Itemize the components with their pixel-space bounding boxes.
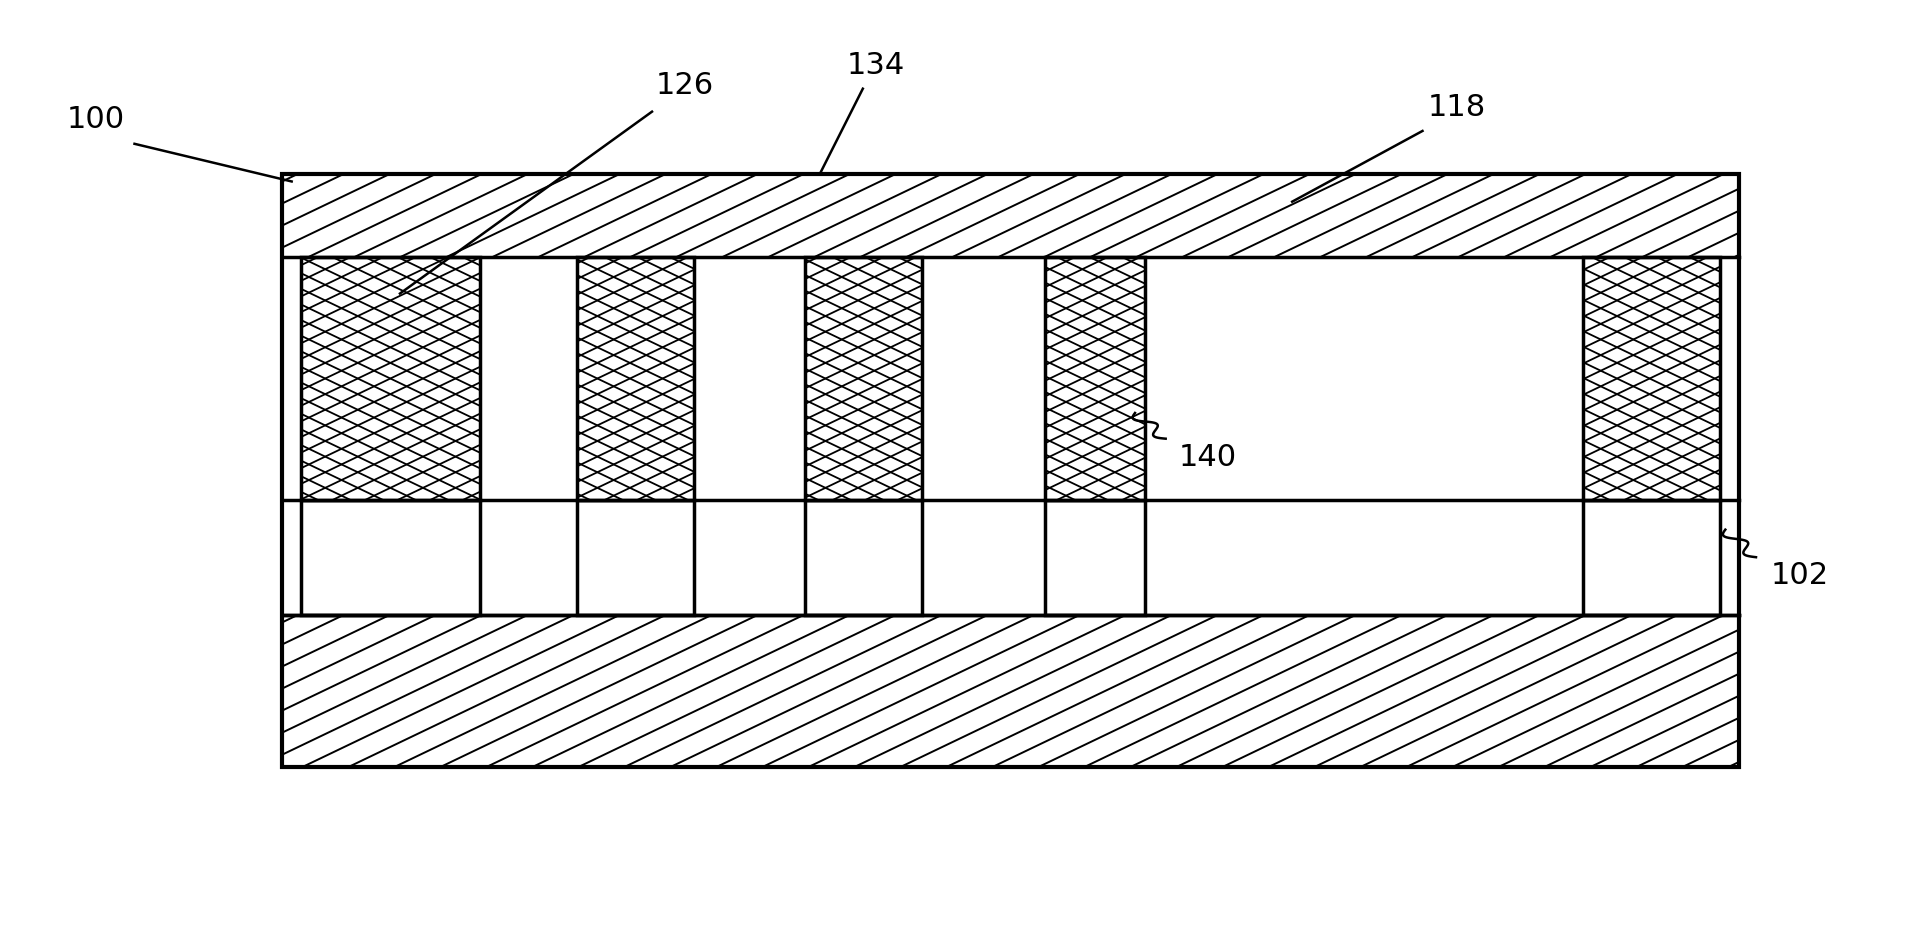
Bar	[283, 174, 1738, 767]
Text: 100: 100	[67, 105, 125, 133]
Bar	[1584, 257, 1719, 501]
Bar	[300, 257, 479, 501]
Bar	[283, 174, 1738, 767]
Text: 102: 102	[1771, 561, 1829, 590]
Bar	[805, 257, 922, 501]
Text: 118: 118	[1428, 94, 1486, 122]
Bar	[578, 501, 695, 616]
Bar	[1045, 501, 1145, 616]
Bar	[1584, 501, 1719, 616]
Bar	[300, 501, 479, 616]
Text: 126: 126	[656, 70, 714, 99]
Bar	[805, 501, 922, 616]
Bar	[1045, 257, 1145, 501]
Bar	[283, 616, 1738, 767]
Text: 140: 140	[1178, 442, 1238, 472]
Text: 134: 134	[847, 51, 905, 81]
Bar	[578, 257, 695, 501]
Bar	[283, 174, 1738, 257]
